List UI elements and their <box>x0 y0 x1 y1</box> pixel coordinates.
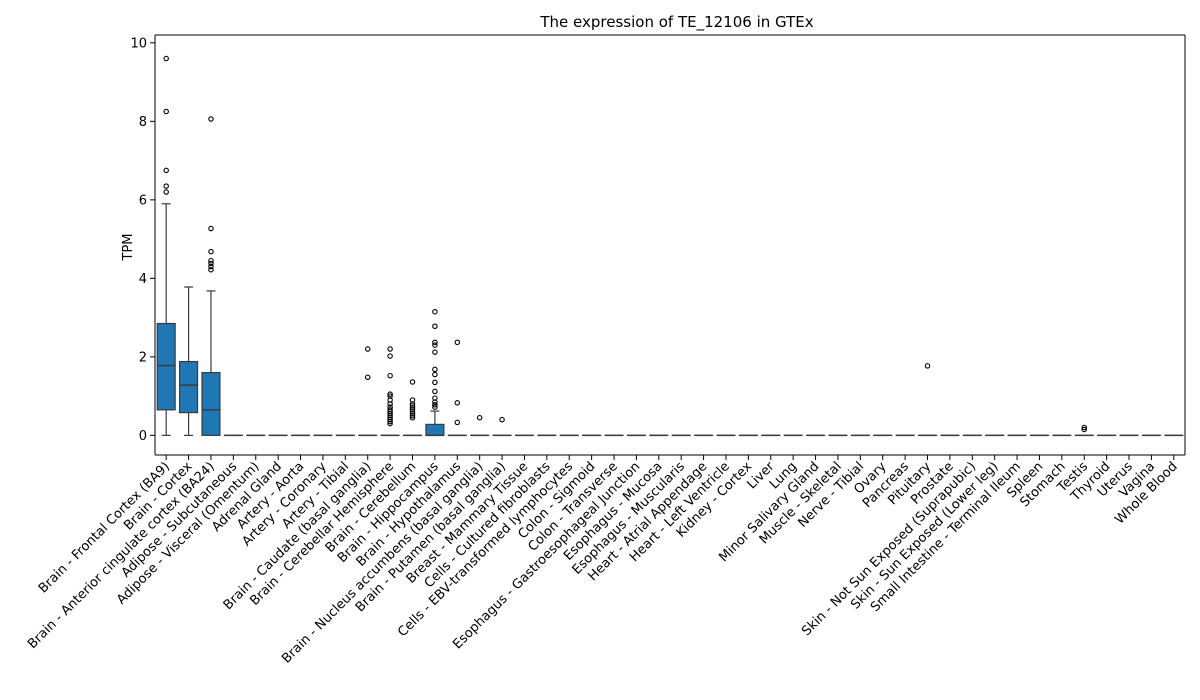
outlier-point <box>208 225 214 232</box>
outlier-point <box>432 323 438 330</box>
outlier-point <box>387 404 393 410</box>
box-group <box>917 363 938 437</box>
y-tick-label: 10 <box>130 36 147 51</box>
outlier-point <box>208 257 214 264</box>
x-tick-label: Brain - Anterior cingulate cortex (BA24) <box>25 459 218 652</box>
outlier-point <box>1081 424 1087 431</box>
y-axis-label: TPM <box>121 234 136 262</box>
outlier-point <box>432 349 438 355</box>
outlier-point <box>454 400 461 406</box>
outlier-point <box>387 372 393 379</box>
outlier-point <box>387 391 393 397</box>
box-group <box>447 339 467 437</box>
outlier-point <box>432 308 438 315</box>
outlier-point <box>387 407 393 413</box>
outlier-point <box>924 363 931 369</box>
box-group <box>470 414 490 437</box>
outlier-point <box>163 189 169 195</box>
outlier-point <box>499 416 505 423</box>
box-iqr <box>201 371 221 436</box>
outlier-point <box>364 374 371 381</box>
outlier-point <box>163 167 169 174</box>
box-group <box>201 116 221 436</box>
outlier-point <box>432 395 438 401</box>
box-iqr <box>156 322 176 411</box>
box-group <box>1074 424 1094 437</box>
box-group <box>358 346 378 437</box>
outlier-point <box>208 263 214 270</box>
y-tick-label: 6 <box>139 193 147 208</box>
plot-area <box>156 55 1184 437</box>
outlier-point <box>454 419 461 426</box>
outlier-point <box>409 403 416 409</box>
y-tick-label: 8 <box>139 115 147 130</box>
outlier-point <box>364 346 371 352</box>
outlier-point <box>387 346 393 352</box>
outlier-point <box>432 404 438 410</box>
outlier-point <box>409 397 416 403</box>
y-tick-label: 0 <box>139 429 147 444</box>
chart-title: The expression of TE_12106 in GTEx <box>539 13 813 32</box>
box-iqr <box>425 423 445 436</box>
outlier-point <box>432 402 438 408</box>
box-group <box>156 55 176 436</box>
box-group <box>179 286 199 436</box>
box-group <box>402 379 423 437</box>
box-group <box>425 308 445 437</box>
outlier-point <box>476 414 483 421</box>
outlier-point <box>432 366 438 373</box>
outlier-point <box>387 353 393 359</box>
outlier-point <box>432 379 438 386</box>
outlier-point <box>409 379 416 385</box>
y-tick-label: 2 <box>139 350 147 365</box>
box-iqr <box>179 360 199 414</box>
outlier-point <box>163 55 169 62</box>
outlier-point <box>432 342 438 348</box>
outlier-point <box>387 393 393 399</box>
outlier-point <box>432 388 438 395</box>
outlier-point <box>208 260 214 267</box>
outlier-point <box>163 183 169 189</box>
box-group <box>492 416 512 437</box>
outlier-point <box>208 116 214 122</box>
outlier-point <box>208 248 214 255</box>
box-group <box>380 346 400 437</box>
outlier-point <box>432 339 438 346</box>
outlier-point <box>454 339 461 346</box>
outlier-point <box>163 108 169 115</box>
outlier-point <box>208 266 214 273</box>
outlier-point <box>432 371 438 378</box>
y-tick-label: 4 <box>139 272 147 287</box>
outlier-point <box>1081 426 1087 433</box>
